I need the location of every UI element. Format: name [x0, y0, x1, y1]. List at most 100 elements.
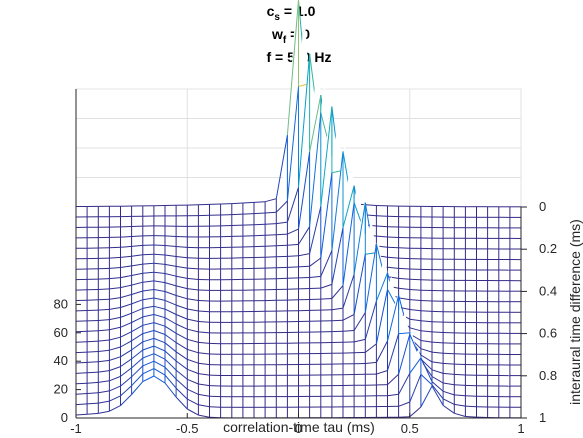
mesh-row-seg-6-10: [187, 267, 199, 270]
mesh-row-seg-4-18: [276, 244, 288, 247]
mesh-row-seg-20-5: [131, 381, 144, 395]
mesh-row-seg-1-16: [253, 212, 266, 215]
mesh-row-seg-20-32: [431, 385, 444, 406]
mesh-row-seg-11-7: [153, 305, 166, 310]
mesh-row-seg-16-0: [75, 372, 88, 374]
mesh-row-seg-17-33: [443, 382, 455, 386]
mesh-row-seg-18-11: [198, 393, 210, 397]
x-tick-label-1: -0.5: [176, 421, 198, 436]
mesh-row-seg-16-9: [175, 360, 188, 370]
mesh-row-seg-2-20: [298, 53, 311, 188]
mesh-row-seg-12-1: [87, 330, 99, 332]
mesh-row-seg-2-17: [265, 223, 277, 225]
mesh-row-seg-6-4: [120, 265, 132, 268]
mesh-row-seg-20-30: [409, 406, 422, 418]
mesh-row-seg-16-10: [187, 368, 199, 375]
mesh-row-seg-15-10: [187, 358, 199, 364]
mesh-row-seg-19-8: [164, 374, 177, 389]
mesh-row-seg-20-31: [420, 385, 433, 408]
mesh-row-seg-18-0: [75, 393, 88, 395]
mesh-row-seg-18-7: [153, 360, 166, 368]
mesh-row-seg-14-9: [175, 342, 188, 350]
mesh-row-seg-13-9: [175, 332, 188, 340]
mesh-row-seg-17-32: [431, 376, 444, 384]
mesh-row-seg-17-5: [131, 357, 144, 369]
mesh-row-seg-0-16: [253, 201, 266, 203]
mesh-row-seg-7-30: [409, 278, 421, 281]
mesh-row-seg-5-28: [387, 256, 399, 259]
mesh-row-seg-3-20: [298, 151, 311, 230]
mesh-row-seg-8-6: [142, 280, 154, 283]
mesh-row-seg-15-1: [87, 361, 99, 363]
mesh-row-seg-16-3: [109, 366, 121, 372]
mesh-row-seg-15-7: [153, 337, 166, 344]
mesh-row-seg-18-10: [187, 388, 199, 395]
mesh-row-seg-11-30: [409, 318, 421, 322]
mesh-row-seg-19-5: [131, 373, 144, 387]
mesh-row-seg-5-29: [398, 257, 410, 260]
mesh-row-seg-8-22: [320, 283, 333, 289]
mesh-row-seg-16-4: [120, 358, 132, 368]
mesh-row-seg-19-1: [87, 402, 99, 405]
mesh-row-seg-4-7: [153, 244, 166, 246]
mesh-row-seg-7-29: [398, 277, 410, 280]
mesh-row-seg-4-19: [287, 243, 299, 246]
mesh-row-seg-12-11: [198, 331, 210, 334]
mesh-row-seg-6-21: [309, 257, 322, 267]
mesh-row-seg-7-10: [187, 277, 199, 280]
mesh-row-seg-19-10: [187, 398, 199, 406]
mesh-row-seg-14-10: [187, 348, 199, 354]
mesh-row-seg-8-8: [164, 282, 177, 287]
mesh-row-seg-4-3: [109, 246, 121, 249]
mesh-row-seg-4-5: [131, 244, 143, 247]
mesh-row-seg-9-5: [131, 290, 143, 295]
mesh-row-seg-1-14: [231, 213, 243, 216]
mesh-row-seg-16-2: [98, 370, 110, 373]
mesh-row-seg-8-5: [131, 281, 143, 286]
mesh-row-seg-12-5: [131, 316, 144, 323]
mesh-row-seg-10-5: [131, 299, 143, 305]
mesh-row-seg-14-5: [131, 333, 144, 342]
mesh-row-seg-10-4: [120, 303, 132, 308]
mesh-row-seg-8-3: [109, 287, 121, 290]
mesh-row-seg-4-20: [298, 226, 311, 245]
mesh-row-seg-20-1: [87, 412, 99, 415]
mesh-row-seg-17-2: [98, 380, 110, 383]
mesh-row-seg-18-33: [442, 390, 455, 396]
mesh-row-seg-18-8: [164, 366, 177, 380]
mesh-row-seg-9-24: [342, 202, 355, 286]
mesh-row-seg-13-8: [164, 325, 177, 334]
mesh-row-seg-6-7: [153, 262, 166, 265]
mesh-row-seg-11-11: [198, 321, 210, 323]
mesh-row-seg-20-0: [75, 413, 88, 416]
mesh-row-seg-1-17: [265, 211, 277, 214]
mesh-row-seg-20-35: [465, 416, 477, 418]
mesh-row-seg-15-0: [75, 361, 88, 364]
mesh-row-seg-14-31: [420, 348, 433, 353]
mesh-row-fill-20: [76, 376, 521, 419]
mesh-row-seg-20-2: [98, 410, 110, 414]
mesh-row-seg-4-21: [309, 112, 322, 227]
mesh-row-seg-4-17: [265, 245, 277, 247]
mesh-row-seg-19-6: [142, 368, 155, 375]
mesh-row-seg-16-1: [87, 371, 99, 374]
mesh-row-seg-17-1: [87, 381, 99, 384]
mesh-row-seg-2-16: [253, 223, 266, 226]
mesh-row-seg-6-3: [109, 267, 121, 269]
mesh-row-seg-15-26: [365, 361, 377, 364]
mesh-row-seg-3-8: [164, 235, 177, 237]
mesh-row-seg-18-2: [98, 390, 110, 394]
mesh-row-seg-12-6: [142, 314, 155, 318]
z-tick-label-2: 40: [54, 353, 68, 368]
mesh-row-seg-17-4: [120, 367, 132, 377]
mesh-row-seg-3-28: [387, 236, 399, 238]
mesh-row-seg-19-34: [454, 403, 466, 407]
mesh-row-seg-19-2: [98, 400, 110, 404]
mesh-row-seg-20-7: [153, 375, 166, 384]
mesh-row-seg-3-17: [265, 234, 277, 236]
mesh-row-seg-12-3: [109, 326, 121, 331]
mesh-row-seg-8-10: [187, 288, 199, 291]
mesh-row-seg-19-4: [120, 385, 132, 397]
mesh-row-seg-4-9: [176, 246, 188, 248]
